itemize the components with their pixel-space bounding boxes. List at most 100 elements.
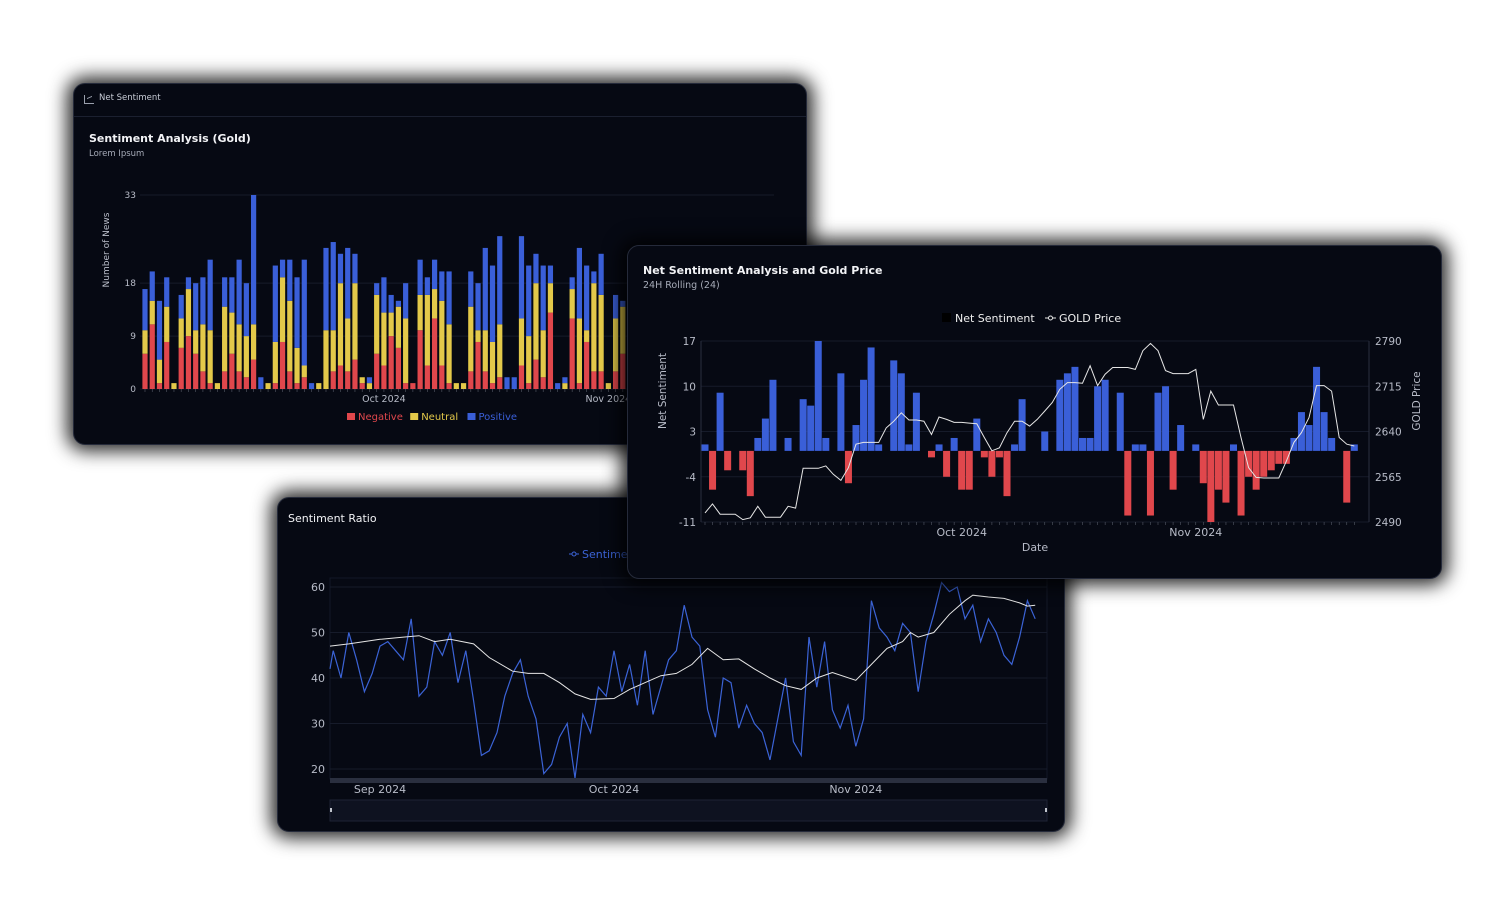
bar-neutral <box>584 330 590 342</box>
legend-label: Sentime <box>582 548 628 561</box>
bar-neutral <box>482 330 488 372</box>
bar-positive <box>598 253 604 295</box>
bar-negative <box>1275 450 1283 464</box>
bar-positive <box>489 265 496 342</box>
bar-positive <box>761 418 769 451</box>
bar-negative <box>468 371 474 389</box>
bar-positive <box>912 392 920 451</box>
legend-label-net-sentiment: Net Sentiment <box>955 312 1035 325</box>
bar-positive <box>1116 392 1124 451</box>
bar-negative <box>156 383 163 389</box>
bar-negative <box>540 377 546 389</box>
bar-negative <box>988 450 996 477</box>
bar-neutral <box>489 341 496 384</box>
bar-positive <box>468 271 474 307</box>
y-tick-label: 9 <box>130 332 136 342</box>
sentiment-ratio-line <box>329 581 1036 779</box>
y-tick-label: 60 <box>311 581 325 594</box>
bar-negative <box>1237 450 1245 516</box>
legend-swatch-positive <box>467 413 476 420</box>
bar-negative <box>200 371 206 389</box>
bar-positive <box>395 300 401 307</box>
bar-negative <box>222 371 228 389</box>
bar-positive <box>178 294 184 319</box>
bar-neutral <box>417 294 423 331</box>
bar-negative <box>301 377 307 389</box>
bar-positive <box>547 265 554 284</box>
bar-neutral <box>598 294 604 372</box>
bar-positive <box>814 341 822 451</box>
y-tick-label: 30 <box>311 718 325 731</box>
bar-neutral <box>345 318 351 372</box>
bar-positive <box>1320 412 1328 451</box>
bar-positive <box>149 271 155 301</box>
y-tick-label: -11 <box>679 517 696 529</box>
bar-negative <box>352 359 358 389</box>
bar-positive <box>1056 379 1064 451</box>
bar-neutral <box>533 283 539 360</box>
bar-neutral <box>229 312 235 354</box>
bar-negative <box>1124 450 1132 516</box>
bar-positive <box>323 247 329 331</box>
bar-neutral <box>518 318 525 366</box>
bar-positive <box>562 377 568 384</box>
y2-tick-label: 2715 <box>1375 381 1402 393</box>
bar-negative <box>943 450 951 477</box>
bar-positive <box>497 236 503 325</box>
bar-negative <box>995 450 1003 458</box>
bar-negative <box>613 371 619 389</box>
bar-negative <box>1146 450 1154 516</box>
x-axis-band <box>330 778 1047 783</box>
bar-negative <box>569 318 575 389</box>
bar-neutral <box>287 300 293 372</box>
bar-positive <box>287 259 293 301</box>
bar-neutral <box>395 306 401 348</box>
bar-negative <box>1222 450 1230 503</box>
bar-positive <box>1063 373 1071 451</box>
bar-positive <box>301 259 307 366</box>
bar-positive <box>1230 444 1237 451</box>
bar-neutral <box>432 289 438 319</box>
bar-neutral <box>330 330 336 372</box>
bar-positive <box>1018 399 1026 451</box>
bar-positive <box>860 379 868 451</box>
bar-negative <box>251 359 257 389</box>
bar-negative <box>330 371 336 389</box>
bar-positive <box>1101 379 1109 451</box>
y-tick-label: 0 <box>130 385 136 395</box>
bar-negative <box>958 450 966 490</box>
bar-neutral <box>620 306 626 354</box>
bar-negative <box>475 341 481 389</box>
bar-neutral <box>301 365 307 378</box>
bar-positive <box>1079 437 1086 451</box>
bar-positive <box>222 277 228 307</box>
bar-neutral <box>200 324 206 372</box>
y-tick-label: -4 <box>686 472 697 484</box>
y-tick-label: 50 <box>311 627 325 640</box>
bar-neutral <box>591 283 597 372</box>
bar-neutral <box>424 294 430 366</box>
bar-neutral <box>547 283 554 313</box>
x-tick-label: Sep 2024 <box>354 783 406 796</box>
bar-positive <box>424 277 430 295</box>
bar-positive <box>337 253 344 284</box>
bar-negative <box>980 450 988 458</box>
bar-positive <box>754 437 762 451</box>
bar-positive <box>475 283 481 331</box>
bar-positive <box>294 277 300 348</box>
bar-negative <box>359 383 365 389</box>
bar-negative <box>1214 450 1222 490</box>
bar-positive <box>526 265 532 337</box>
bar-neutral <box>562 383 568 389</box>
bar-negative <box>1252 450 1260 490</box>
bar-positive <box>236 259 242 325</box>
bar-positive <box>345 247 351 319</box>
bar-positive <box>1131 444 1139 451</box>
bar-positive <box>769 379 777 451</box>
bar-neutral <box>453 383 459 389</box>
bar-positive <box>279 259 286 278</box>
bar-neutral <box>388 312 394 337</box>
bar-positive <box>511 377 517 389</box>
bar-positive <box>381 277 387 313</box>
net-sentiment-gold-card: Net Sentiment Analysis and Gold Price 24… <box>627 245 1442 579</box>
